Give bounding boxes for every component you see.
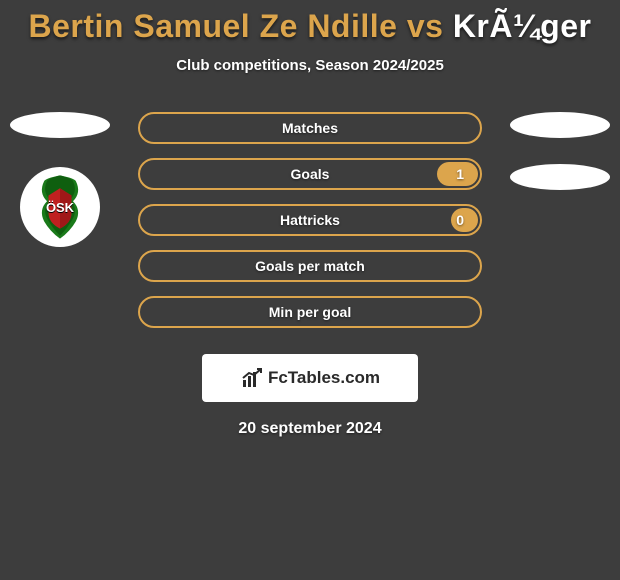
stat-fill: [451, 208, 478, 232]
stat-row-goals-per-match: Goals per match: [138, 250, 482, 282]
stat-value-right: 1: [456, 166, 464, 182]
stat-label: Min per goal: [269, 304, 351, 320]
player-a-photo-placeholder: [10, 112, 110, 138]
player-a-name: Bertin Samuel Ze Ndille vs: [29, 8, 453, 44]
stat-row-matches: Matches: [138, 112, 482, 144]
comparison-title: Bertin Samuel Ze Ndille vs KrÃ¼ger: [0, 0, 620, 45]
stat-label: Matches: [282, 120, 338, 136]
club-crest-icon: ÖSK ÖSK: [24, 171, 96, 243]
snapshot-date: 20 september 2024: [0, 420, 620, 438]
player-b-club-placeholder: [510, 164, 610, 190]
player-a-club-badge: ÖSK ÖSK: [20, 167, 100, 247]
stat-row-min-per-goal: Min per goal: [138, 296, 482, 328]
player-b-photo-placeholder: [510, 112, 610, 138]
player-b-name: KrÃ¼ger: [453, 8, 592, 44]
stat-value-right: 0: [456, 212, 464, 228]
stat-row-hattricks: Hattricks 0: [138, 204, 482, 236]
stat-label: Goals: [291, 166, 330, 182]
stats-area: ÖSK ÖSK Matches Goals 1 Hattricks 0 Goals per…: [0, 112, 620, 342]
stat-label: Hattricks: [280, 212, 340, 228]
brand-badge[interactable]: FcTables.com: [202, 354, 418, 402]
season-subtitle: Club competitions, Season 2024/2025: [0, 57, 620, 74]
brand-text: FcTables.com: [268, 368, 380, 388]
svg-text:ÖSK: ÖSK: [46, 200, 75, 215]
chart-icon: [240, 366, 264, 390]
stat-row-goals: Goals 1: [138, 158, 482, 190]
stat-label: Goals per match: [255, 258, 365, 274]
